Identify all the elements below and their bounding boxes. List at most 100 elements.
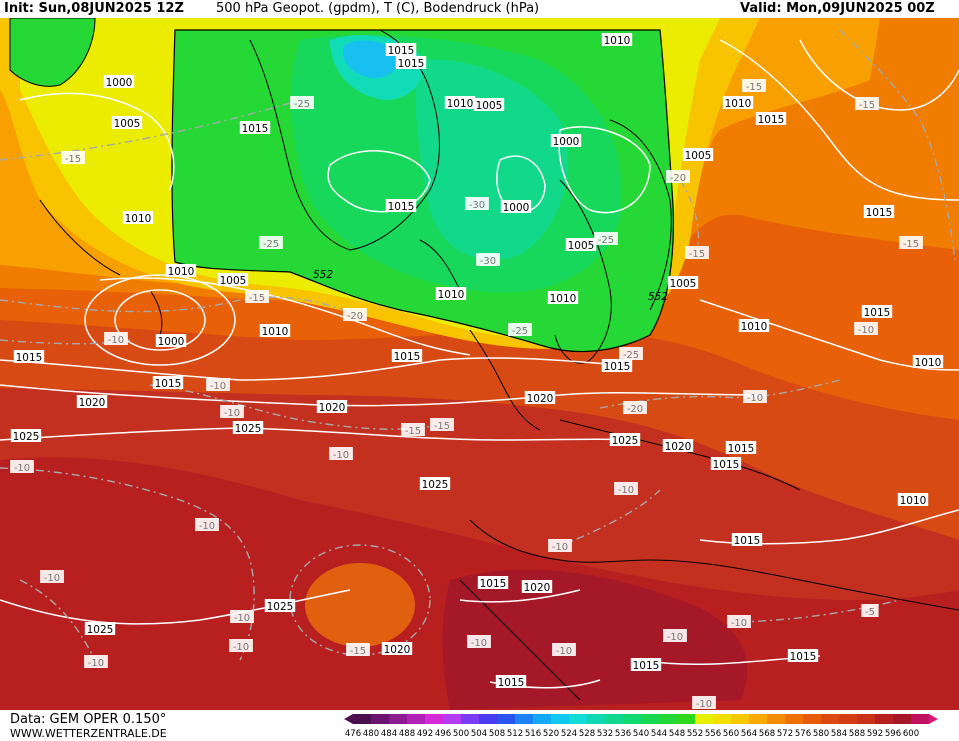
geopotential-fill-nw: [9, 18, 96, 87]
temperature-label: -15: [430, 418, 454, 432]
contour-552-label-right: 552: [648, 291, 668, 303]
temperature-label-text: -10: [858, 325, 874, 336]
temperature-label-text: -10: [552, 542, 568, 553]
temperature-label-text: -10: [471, 638, 487, 649]
legend-tick-label: 564: [741, 729, 757, 739]
temperature-label: -20: [343, 308, 367, 322]
pressure-label-text: 1015: [394, 351, 421, 363]
legend-tick-label: 560: [723, 729, 739, 739]
pressure-label-text: 1005: [670, 278, 697, 290]
pressure-label-text: 1015: [866, 207, 893, 219]
website: WWW.WETTERZENTRALE.DE: [10, 727, 167, 740]
pressure-label-text: 1025: [267, 601, 294, 613]
pressure-label-text: 1015: [242, 123, 269, 135]
legend-swatch: [731, 714, 749, 724]
legend-swatch: [443, 714, 461, 724]
pressure-label-text: 1005: [568, 240, 595, 252]
temperature-label-text: -15: [746, 82, 762, 93]
temperature-label: -10: [229, 639, 253, 653]
pressure-label: 1010: [547, 291, 579, 305]
pressure-label: 1015: [861, 305, 893, 319]
pressure-label-text: 1015: [758, 114, 785, 126]
init-time: Init: Sun,08JUN2025 12Z: [4, 1, 184, 16]
legend-swatch: [641, 714, 659, 724]
temperature-label: -15: [346, 643, 370, 657]
legend-tick-label: 508: [489, 729, 505, 739]
geopotential-fill-528: [343, 40, 400, 78]
temperature-label: -30: [465, 197, 489, 211]
map-header: Init: Sun,08JUN2025 12Z 500 hPa Geopot. …: [0, 0, 959, 18]
pressure-label-text: 1005: [685, 150, 712, 162]
pressure-label: 1015: [385, 199, 417, 213]
temperature-label-text: -10: [108, 335, 124, 346]
pressure-label-text: 1015: [388, 45, 415, 57]
legend-tick-label: 492: [417, 729, 433, 739]
temperature-label: -15: [245, 290, 269, 304]
pressure-label-text: 1000: [553, 136, 580, 148]
pressure-label: 1015: [152, 376, 184, 390]
legend-tick-label: 512: [507, 729, 523, 739]
temperature-label: -15: [855, 97, 879, 111]
pressure-label: 1005: [473, 98, 505, 112]
temperature-label: -15: [61, 151, 85, 165]
pressure-label-text: 1010: [438, 289, 465, 301]
temperature-label: -20: [666, 170, 690, 184]
legend-tick-label: 580: [813, 729, 829, 739]
legend-swatch: [857, 714, 875, 724]
legend-tick-label: 480: [363, 729, 379, 739]
pressure-label: 1010: [722, 96, 754, 110]
pressure-label: 1015: [495, 675, 527, 689]
pressure-label-text: 1005: [476, 100, 503, 112]
temperature-label: -10: [743, 390, 767, 404]
temperature-label-text: -10: [556, 646, 572, 657]
geopotential-fill-cutoff-low: [305, 563, 415, 647]
temperature-label-text: -10: [333, 450, 349, 461]
legend-swatch: [515, 714, 533, 724]
pressure-label-text: 1015: [155, 378, 182, 390]
temperature-label-text: -25: [598, 235, 614, 246]
temperature-label-text: -15: [249, 293, 265, 304]
temperature-label: -10: [663, 629, 687, 643]
temperature-label-text: -15: [903, 239, 919, 250]
temperature-label-text: -25: [623, 350, 639, 361]
legend-swatch: [551, 714, 569, 724]
temperature-label: -10: [40, 570, 64, 584]
legend-swatch: [623, 714, 641, 724]
pressure-label: 1020: [381, 642, 413, 656]
legend-swatch: [569, 714, 587, 724]
temperature-label-text: -10: [234, 613, 250, 624]
temperature-label: -30: [476, 253, 500, 267]
temperature-label: -15: [685, 246, 709, 260]
legend-tick-label: 584: [831, 729, 847, 739]
temperature-label: -10: [614, 482, 638, 496]
legend-tick-label: 588: [849, 729, 865, 739]
pressure-label-text: 1010: [900, 495, 927, 507]
temperature-label: -15: [401, 423, 425, 437]
pressure-label: 1015: [787, 649, 819, 663]
legend-swatch: [461, 714, 479, 724]
temperature-label: -5: [861, 604, 879, 618]
temperature-label: -10: [467, 635, 491, 649]
pressure-label: 1025: [609, 433, 641, 447]
pressure-label: 1015: [13, 350, 45, 364]
temperature-label: -10: [552, 643, 576, 657]
legend-swatch: [839, 714, 857, 724]
temperature-label: -10: [854, 322, 878, 336]
pressure-label: 1010: [738, 319, 770, 333]
temperature-label: -15: [742, 79, 766, 93]
pressure-label: 1025: [232, 421, 264, 435]
temperature-label: -10: [727, 615, 751, 629]
legend-tick-label: 496: [435, 729, 451, 739]
pressure-label-text: 1015: [713, 459, 740, 471]
pressure-label: 1015: [385, 43, 417, 57]
pressure-label-text: 1015: [480, 578, 507, 590]
temperature-label: -10: [548, 539, 572, 553]
legend-swatch: [695, 714, 713, 724]
legend-tick-label: 528: [579, 729, 595, 739]
pressure-label: 1005: [565, 238, 597, 252]
legend-tick-label: 552: [687, 729, 703, 739]
temperature-label-text: -10: [224, 408, 240, 419]
pressure-label: 1015: [725, 441, 757, 455]
legend-swatch: [479, 714, 497, 724]
